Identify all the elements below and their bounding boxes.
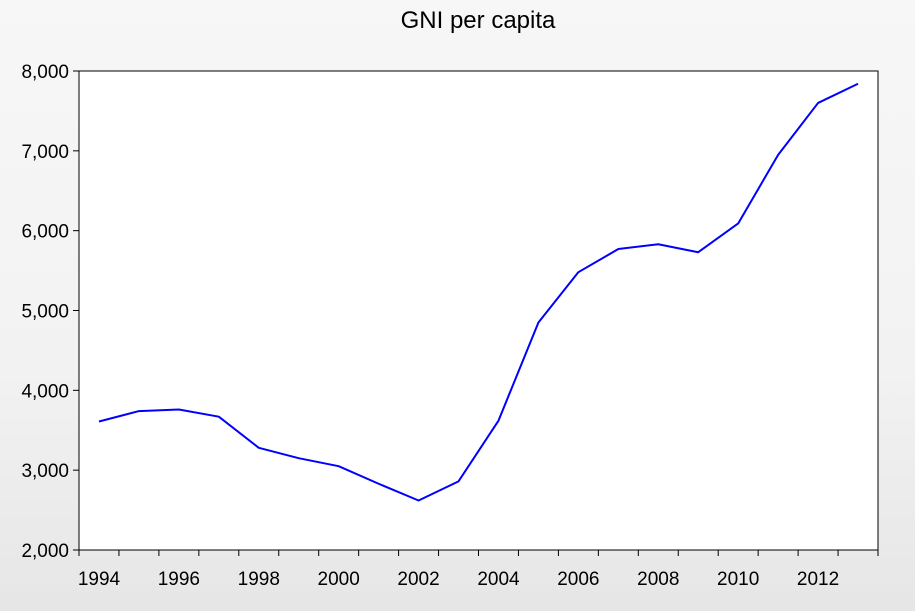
plot-area xyxy=(78,70,879,551)
y-tick-label: 3,000 xyxy=(21,461,69,482)
x-tick-label: 2012 xyxy=(797,569,839,590)
x-tick-label: 2004 xyxy=(477,569,520,590)
x-tick-label: 1994 xyxy=(78,569,121,590)
x-tick-label: 2002 xyxy=(397,569,439,590)
series-layer xyxy=(98,82,859,502)
x-tick-label: 2008 xyxy=(637,569,679,590)
y-tick-label: 4,000 xyxy=(21,381,69,402)
x-tick-label: 1998 xyxy=(238,569,280,590)
y-axis: 2,000 3,000 4,000 5,000 6,000 7,000 8,000 xyxy=(21,62,79,562)
chart-title: GNI per capita xyxy=(401,7,556,34)
x-tick-label: 2000 xyxy=(318,569,360,590)
y-tick-label: 6,000 xyxy=(21,222,69,243)
y-tick-label: 5,000 xyxy=(21,302,69,323)
x-tick-label: 2010 xyxy=(717,569,759,590)
y-tick-label: 7,000 xyxy=(21,142,69,163)
y-tick-label: 2,000 xyxy=(21,541,69,562)
series-line-0 xyxy=(98,82,859,502)
x-tick-label: 2006 xyxy=(557,569,599,590)
x-tick-label: 1996 xyxy=(158,569,200,590)
x-axis: 1994 1996 1998 2000 2002 2004 2006 2008 2010 2012 xyxy=(78,550,879,590)
y-tick-label: 8,000 xyxy=(21,62,69,83)
